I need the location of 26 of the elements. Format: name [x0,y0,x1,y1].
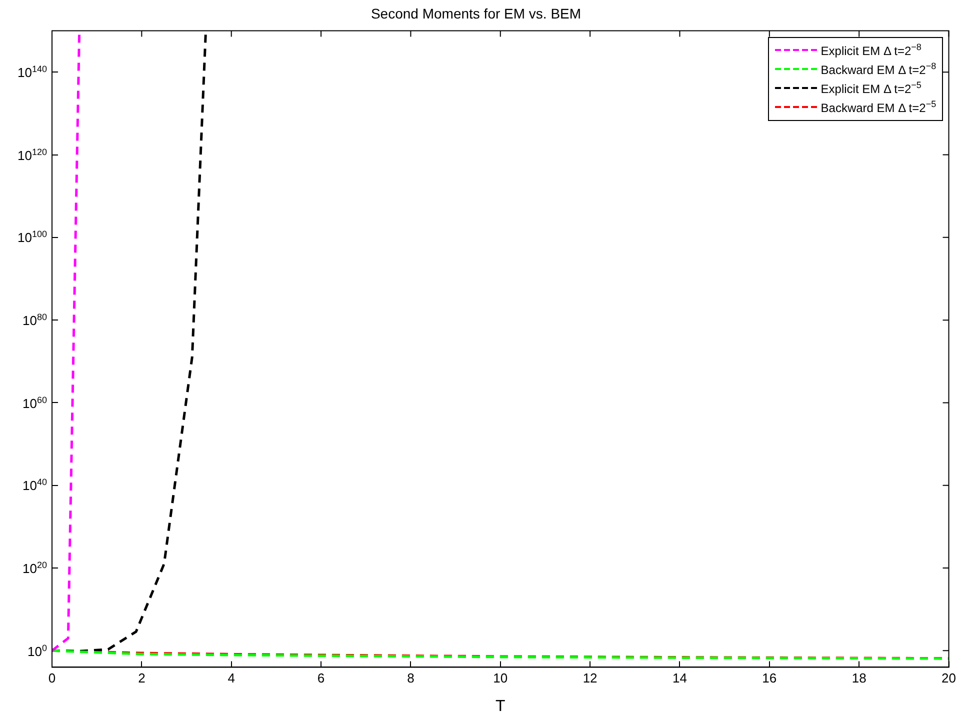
legend-label: Explicit EM Δ t=2$^{−8}$ [820,42,922,58]
y-tick-label: 10$^{140}$ [18,64,47,80]
x-tick-label: 18 [852,670,866,686]
x-tick-label: 20 [942,670,956,686]
x-tick-label: 6 [317,670,325,686]
y-tick-label: 10$^{0}$ [28,642,47,659]
x-tick-label: 2 [138,670,146,686]
x-tick-label: 0 [48,670,56,686]
x-tick-label: 16 [762,670,777,686]
y-tick-label: 10$^{100}$ [18,229,47,246]
x-tick-label: 8 [407,670,414,686]
y-tick-label: 10$^{80}$ [22,312,47,328]
x-tick-label: 14 [672,670,687,686]
x-tick-label: 10 [493,670,508,686]
x-tick-label: 12 [582,670,598,686]
x-axis-title: T [495,698,506,715]
line-series [52,649,949,660]
legend-label: Explicit EM Δ t=2$^{−5}$ [820,80,922,96]
legend-label: Backward EM Δ t=2$^{−5}$ [820,99,936,116]
y-tick-label: 10$^{120}$ [18,146,47,163]
chart-title: Second Moments for EM vs. BEM [370,5,582,22]
y-tick-label: 10$^{20}$ [22,560,47,576]
y-tick-label: 10$^{40}$ [22,477,47,494]
y-tick-label: 10$^{60}$ [22,394,47,411]
legend-label: Backward EM Δ t=2$^{−8}$ [820,61,936,78]
x-tick-label: 4 [228,670,235,686]
